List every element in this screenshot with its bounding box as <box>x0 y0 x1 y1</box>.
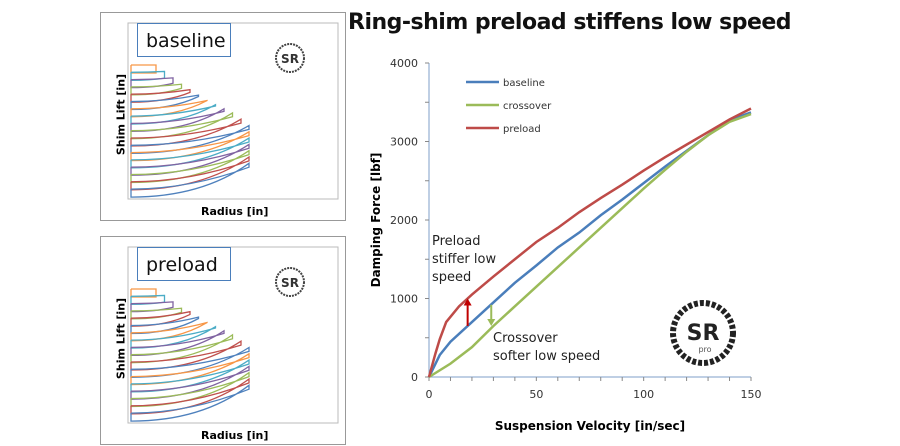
series-line-preload <box>427 107 752 378</box>
x-tick-label: 150 <box>741 388 762 401</box>
x-axis-label: Radius [in] <box>201 429 269 442</box>
y-tick-label: 0 <box>411 371 418 384</box>
shim-stack-plot: SR <box>127 22 339 200</box>
baseline-shim-panel: SR baseline Shim Lift [in] Radius [in] <box>100 12 346 221</box>
shim-outline <box>130 307 183 320</box>
annotation-text: Preload <box>432 234 480 249</box>
annotation-text: softer low speed <box>493 349 600 364</box>
shim-outline <box>130 64 157 74</box>
logo-text: SR <box>687 321 720 346</box>
x-tick-label: 50 <box>529 388 543 401</box>
figure-title: Ring-shim preload stiffens low speed <box>348 10 792 35</box>
shim-outline <box>130 288 157 298</box>
annotation-arrowhead <box>463 298 472 306</box>
shim-outline <box>130 162 250 198</box>
series-line-crossover <box>428 112 752 379</box>
legend-label-baseline: baseline <box>503 78 545 89</box>
watermark-logo: SR <box>275 43 305 73</box>
logo-text: SR <box>281 52 299 66</box>
panel-label: baseline <box>137 23 231 57</box>
x-axis-title: Suspension Velocity [in/sec] <box>495 419 685 433</box>
y-axis-title: Damping Force [lbf] <box>369 153 383 288</box>
legend-label-preload: preload <box>503 124 541 135</box>
annotation-arrowhead <box>487 318 496 326</box>
annotation-text: speed <box>432 270 471 285</box>
x-axis-label: Radius [in] <box>201 205 269 218</box>
annotation-text: stiffer low <box>432 252 496 267</box>
x-tick-label: 0 <box>426 388 433 401</box>
legend-label-crossover: crossover <box>503 101 552 112</box>
shim-stack-plot: SR <box>127 246 339 424</box>
plot-area <box>127 22 339 200</box>
watermark-logo: SR <box>275 267 305 297</box>
shim-outline <box>130 383 250 422</box>
y-tick-label: 4000 <box>390 57 418 70</box>
y-tick-label: 1000 <box>390 293 418 306</box>
logo-ring <box>275 267 305 297</box>
y-tick-label: 3000 <box>390 136 418 149</box>
y-tick-label: 2000 <box>390 214 418 227</box>
x-tick-label: 100 <box>633 388 654 401</box>
logo-ring <box>670 300 736 366</box>
plot-area <box>127 246 339 424</box>
annotation-text: Crossover <box>493 331 558 346</box>
logo-text: SR <box>281 276 299 290</box>
logo-ring <box>275 43 305 73</box>
preload-shim-panel: SR preload Shim Lift [in] Radius [in] <box>100 236 346 445</box>
panel-label: preload <box>137 247 231 281</box>
logo-subtext: pro <box>698 345 711 354</box>
